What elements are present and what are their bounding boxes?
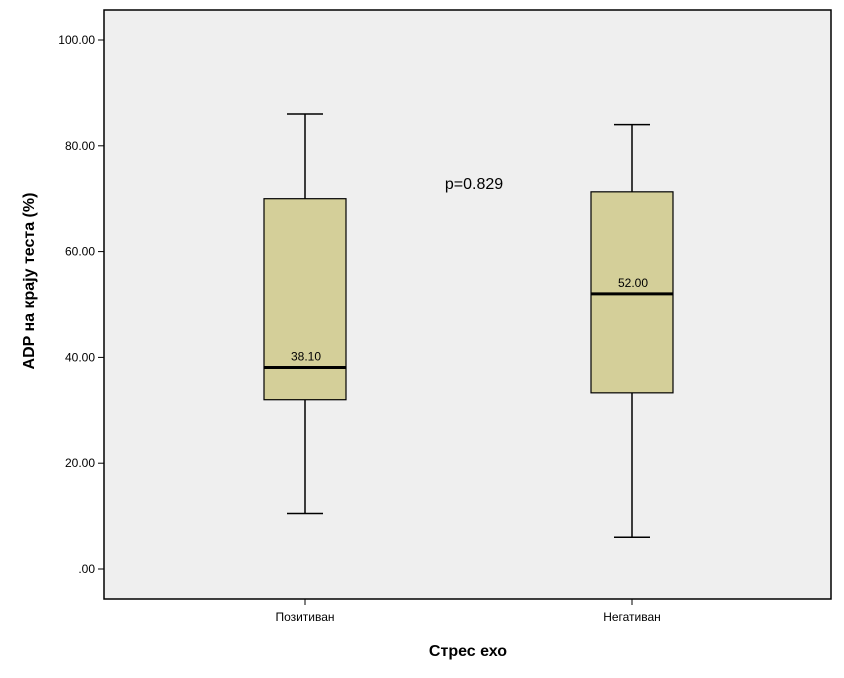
- y-tick-label: 40.00: [65, 350, 95, 364]
- y-tick-label: 60.00: [65, 245, 95, 259]
- box-2: 52.00: [590, 123, 674, 539]
- x-tick-label: Негативан: [603, 610, 661, 624]
- y-tick-label: .00: [78, 562, 95, 576]
- p-value-annotation: p=0.829: [445, 176, 503, 193]
- x-tick-label: Позитиван: [275, 610, 334, 624]
- median-label: 38.10: [291, 349, 321, 363]
- box-1: 38.10: [263, 113, 347, 515]
- box-iqr: [590, 191, 674, 394]
- y-axis: .00 20.00 40.00 60.00 80.00 100.00: [58, 33, 104, 576]
- plot-area: [103, 9, 832, 600]
- x-axis: Позитиван Негативан: [275, 599, 661, 624]
- y-tick-label: 80.00: [65, 139, 95, 153]
- x-axis-title: Стрес ехо: [429, 643, 507, 660]
- y-tick-label: 100.00: [58, 33, 95, 47]
- median-label: 52.00: [618, 276, 648, 290]
- y-axis-title: ADP на крају теста (%): [21, 193, 38, 370]
- y-tick-label: 20.00: [65, 456, 95, 470]
- boxes-group: 38.10 52.00: [263, 113, 674, 539]
- box-iqr: [263, 198, 347, 401]
